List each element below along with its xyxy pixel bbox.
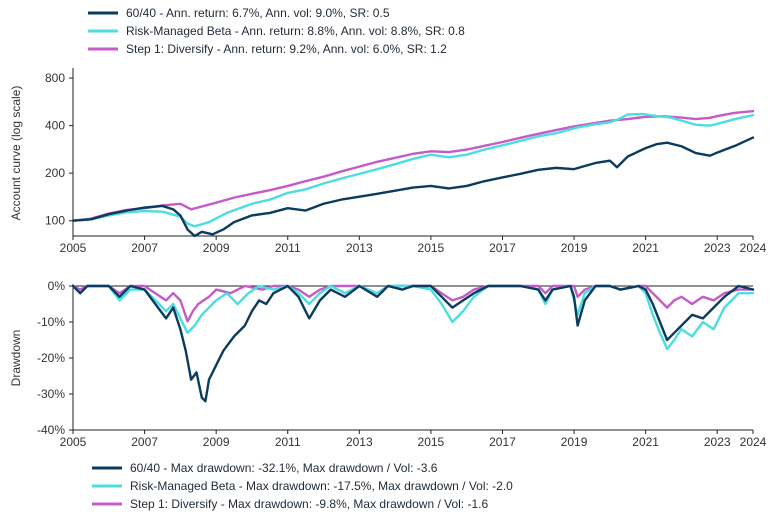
series-line-1-0 bbox=[71, 284, 755, 403]
y-tick-label-0-0: 100 bbox=[45, 214, 65, 228]
legend-label-1-0: 60/40 - Max drawdown: -32.1%, Max drawdo… bbox=[130, 461, 438, 475]
x-tick-label-1-9: 2023 bbox=[704, 435, 731, 449]
series-line-0-1 bbox=[71, 112, 755, 228]
y-tick-label-1-0: 0% bbox=[48, 279, 66, 293]
y-tick-label-1-4: -40% bbox=[37, 423, 65, 437]
x-tick-label-0-5: 2015 bbox=[418, 241, 445, 255]
x-tick-label-1-7: 2019 bbox=[561, 435, 588, 449]
series-line-0-2 bbox=[71, 109, 755, 222]
legend-label-0-1: Risk-Managed Beta - Ann. return: 8.8%, A… bbox=[126, 24, 465, 38]
y-tick-label-0-2: 400 bbox=[45, 119, 65, 133]
x-tick-label-0-6: 2017 bbox=[489, 241, 516, 255]
x-tick-label-1-6: 2017 bbox=[489, 435, 516, 449]
x-tick-label-0-10: 2024 bbox=[740, 241, 767, 255]
x-tick-label-0-8: 2021 bbox=[632, 241, 659, 255]
y-tick-label-0-1: 200 bbox=[45, 166, 65, 180]
legend-label-0-2: Step 1: Diversify - Ann. return: 9.2%, A… bbox=[126, 42, 447, 56]
x-tick-label-1-10: 2024 bbox=[740, 435, 767, 449]
legend-label-0-0: 60/40 - Ann. return: 6.7%, Ann. vol: 9.0… bbox=[126, 6, 390, 20]
x-tick-label-1-8: 2021 bbox=[632, 435, 659, 449]
x-tick-label-0-1: 2007 bbox=[131, 241, 158, 255]
x-tick-label-0-0: 2005 bbox=[60, 241, 87, 255]
y-tick-label-1-1: -10% bbox=[37, 315, 65, 329]
x-tick-label-0-2: 2009 bbox=[203, 241, 230, 255]
y-tick-label-1-2: -20% bbox=[37, 351, 65, 365]
y-tick-label-1-3: -30% bbox=[37, 387, 65, 401]
x-tick-label-1-3: 2011 bbox=[275, 435, 301, 449]
x-tick-label-0-4: 2013 bbox=[346, 241, 373, 255]
series-line-0-0 bbox=[71, 136, 755, 238]
series-line-1-1 bbox=[71, 284, 755, 351]
legend-label-1-1: Risk-Managed Beta - Max drawdown: -17.5%… bbox=[130, 479, 513, 493]
y-tick-label-0-3: 800 bbox=[45, 71, 65, 85]
x-tick-label-1-0: 2005 bbox=[60, 435, 87, 449]
x-tick-label-1-4: 2013 bbox=[346, 435, 373, 449]
x-tick-label-0-7: 2019 bbox=[561, 241, 588, 255]
y-axis-title-0: Account curve (log scale) bbox=[9, 86, 23, 221]
y-axis-title-1: Drawdown bbox=[9, 330, 23, 387]
legend-label-1-2: Step 1: Diversify - Max drawdown: -9.8%,… bbox=[130, 497, 488, 511]
x-tick-label-1-5: 2015 bbox=[418, 435, 445, 449]
x-tick-label-1-1: 2007 bbox=[131, 435, 158, 449]
x-tick-label-0-3: 2011 bbox=[275, 241, 301, 255]
x-tick-label-1-2: 2009 bbox=[203, 435, 230, 449]
x-tick-label-0-9: 2023 bbox=[704, 241, 731, 255]
